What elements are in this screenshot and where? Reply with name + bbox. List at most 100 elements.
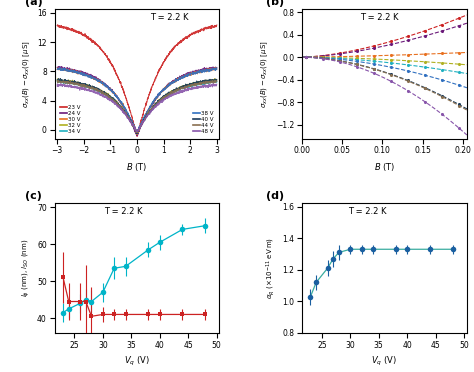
Point <box>353 53 361 59</box>
Y-axis label: $\sigma_{xx}(B)-\sigma_{xx}(0)$ [$\mu$S]: $\sigma_{xx}(B)-\sigma_{xx}(0)$ [$\mu$S] <box>260 40 270 108</box>
Point <box>387 38 395 44</box>
Point <box>302 54 310 60</box>
Point <box>336 58 344 64</box>
Point <box>404 58 412 64</box>
X-axis label: $B$ (T): $B$ (T) <box>126 161 148 173</box>
Point <box>404 68 412 74</box>
Point <box>455 50 463 56</box>
X-axis label: $B$ (T): $B$ (T) <box>374 161 395 173</box>
Point <box>404 33 412 39</box>
Point <box>387 78 395 84</box>
Point <box>455 69 463 75</box>
Point <box>438 93 446 99</box>
Point <box>353 58 361 64</box>
Text: (a): (a) <box>25 0 43 7</box>
Point <box>421 99 428 105</box>
Point <box>319 55 327 61</box>
Point <box>319 55 327 61</box>
Point <box>421 28 428 34</box>
Point <box>336 55 344 61</box>
Point <box>302 54 310 60</box>
Point <box>438 67 446 73</box>
Point <box>455 23 463 29</box>
Point <box>302 54 310 60</box>
Point <box>438 28 446 34</box>
Point <box>353 48 361 54</box>
Point <box>387 71 395 77</box>
Point <box>336 54 344 60</box>
Point <box>370 43 378 49</box>
Point <box>455 61 463 67</box>
Point <box>370 66 378 72</box>
Point <box>404 88 412 94</box>
Point <box>370 45 378 51</box>
Point <box>336 58 344 64</box>
Point <box>302 54 310 60</box>
Point <box>455 15 463 21</box>
Point <box>370 53 378 59</box>
Point <box>302 54 310 60</box>
Text: (b): (b) <box>265 0 284 7</box>
Point <box>319 55 327 61</box>
Text: (c): (c) <box>25 191 42 201</box>
Text: T = 2.2 K: T = 2.2 K <box>104 207 143 217</box>
Point <box>353 47 361 53</box>
X-axis label: $V_q$ (V): $V_q$ (V) <box>124 355 150 368</box>
Point <box>319 54 327 60</box>
Y-axis label: $l_\phi$ (nm), $l_{SO}$ (nm): $l_\phi$ (nm), $l_{SO}$ (nm) <box>20 239 32 297</box>
Point <box>353 61 361 67</box>
Y-axis label: $\alpha_R$ ($\times 10^{-11}$ eV$\,$m): $\alpha_R$ ($\times 10^{-11}$ eV$\,$m) <box>264 237 277 299</box>
Point <box>387 57 395 63</box>
Point <box>319 56 327 62</box>
Point <box>421 51 428 57</box>
Point <box>336 55 344 61</box>
Point <box>353 64 361 70</box>
Point <box>319 55 327 61</box>
Point <box>404 78 412 84</box>
Point <box>387 52 395 58</box>
Point <box>370 61 378 67</box>
Point <box>404 77 412 83</box>
Point <box>455 125 463 131</box>
Point <box>336 59 344 65</box>
Point <box>336 50 344 56</box>
Point <box>319 52 327 58</box>
Text: T = 2.2 K: T = 2.2 K <box>360 13 398 22</box>
Point <box>421 33 428 39</box>
Point <box>336 51 344 57</box>
Point <box>421 85 428 91</box>
Point <box>302 54 310 60</box>
Point <box>387 42 395 48</box>
Point <box>302 54 310 60</box>
Point <box>319 53 327 59</box>
Point <box>404 62 412 68</box>
Text: T = 2.2 K: T = 2.2 K <box>348 207 387 217</box>
Point <box>404 38 412 44</box>
Point <box>438 51 446 57</box>
Point <box>302 54 310 60</box>
Point <box>319 54 327 60</box>
Point <box>421 59 428 65</box>
Y-axis label: $\sigma_{xx}(B)-\sigma_{xx}(0)$ [$\mu$S]: $\sigma_{xx}(B)-\sigma_{xx}(0)$ [$\mu$S] <box>21 40 32 108</box>
Legend: 38 V, 40 V, 44 V, 48 V: 38 V, 40 V, 44 V, 48 V <box>192 110 215 135</box>
Point <box>370 70 378 76</box>
Point <box>438 77 446 83</box>
Point <box>370 66 378 72</box>
Point <box>387 64 395 70</box>
Point <box>370 58 378 64</box>
Point <box>438 22 446 28</box>
Text: T = 2.2 K: T = 2.2 K <box>150 13 189 22</box>
Point <box>421 64 428 70</box>
Point <box>455 103 463 109</box>
Point <box>387 60 395 66</box>
Point <box>421 85 428 91</box>
Point <box>438 93 446 99</box>
Point <box>404 52 412 58</box>
Point <box>370 56 378 62</box>
Point <box>438 111 446 117</box>
Point <box>455 102 463 108</box>
Point <box>336 56 344 62</box>
Text: (d): (d) <box>265 191 284 201</box>
Point <box>455 82 463 88</box>
Point <box>302 54 310 60</box>
